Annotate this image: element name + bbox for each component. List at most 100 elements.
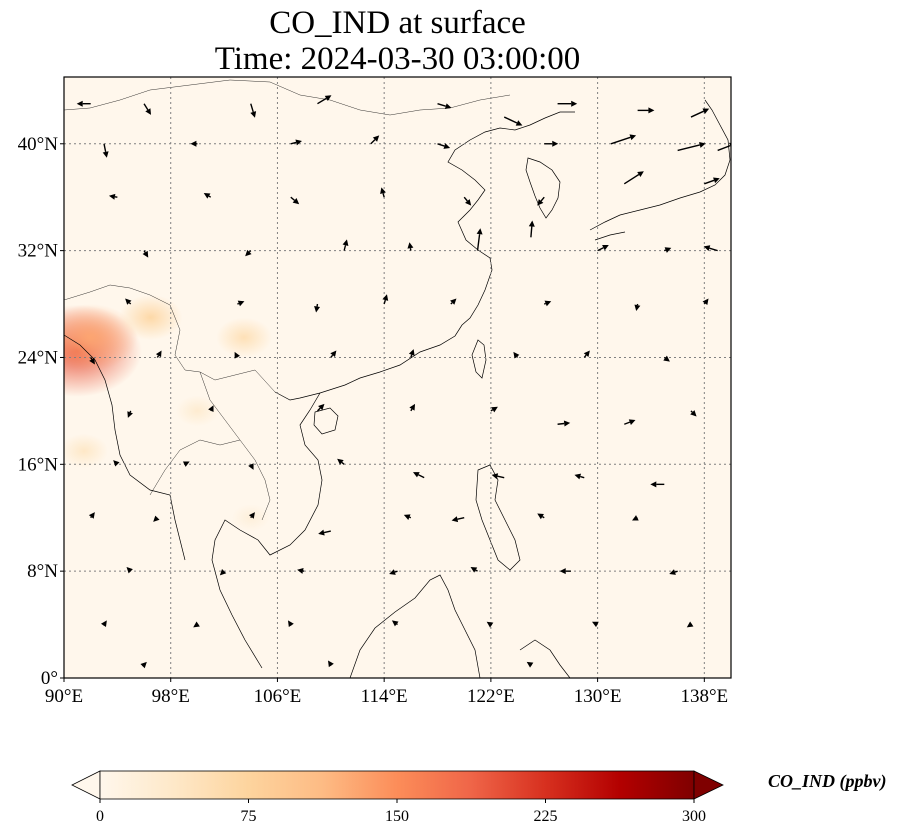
wind-arrow [314, 303, 321, 313]
colorbar-extend-max [693, 770, 724, 800]
y-axis-ticks: 0° 8°N 16°N 24°N 32°N 40°N [18, 134, 64, 689]
wind-arrow [537, 196, 545, 206]
coastline-hainan [313, 407, 339, 435]
map-background [64, 77, 731, 678]
wind-arrow [610, 134, 637, 145]
colorbar-tick-label: 0 [96, 808, 104, 825]
y-tick-label: 40°N [18, 134, 59, 155]
wind-arrow [703, 245, 718, 252]
wind-arrow [328, 660, 334, 668]
coastline-taiwan [471, 339, 487, 379]
coastline-korea [525, 157, 561, 219]
chart-subtitle: Time: 2024-03-30 03:00:00 [214, 41, 581, 77]
wind-arrow [342, 239, 349, 251]
wind-arrow [193, 621, 200, 628]
wind-arrow [690, 108, 710, 118]
coastline-indochina [211, 392, 323, 669]
wind-arrow [470, 566, 478, 573]
concentration-hotspot [216, 317, 272, 358]
x-tick-label: 130°E [574, 686, 622, 707]
wind-arrow [76, 100, 91, 107]
wind-arrow [140, 661, 147, 669]
wind-arrow [544, 140, 559, 147]
coastline-philippines [475, 464, 521, 571]
x-tick-label: 114°E [361, 686, 408, 707]
wind-arrow [89, 357, 95, 365]
wind-vectors [76, 95, 731, 669]
wind-arrow [248, 512, 255, 519]
concentration-hotspot [64, 433, 109, 469]
x-tick-label: 90°E [45, 686, 83, 707]
wind-arrow [391, 620, 399, 627]
wind-arrow [287, 620, 294, 628]
wind-arrow [574, 473, 585, 480]
colorbar-tick-label: 300 [682, 808, 706, 825]
colorbar: 0 75 150 225 300 CO_IND (ppbv) [71, 770, 887, 825]
wind-arrow [686, 621, 694, 628]
wind-arrow [623, 171, 644, 185]
wind-arrow [403, 514, 412, 520]
wind-arrow [409, 403, 416, 412]
colorbar-label: CO_IND (ppbv) [768, 771, 887, 792]
concentration-hotspot [64, 304, 138, 371]
wind-arrow [597, 245, 609, 252]
concentration-hotspot [119, 294, 183, 340]
wind-arrow [632, 515, 639, 521]
wind-arrow [408, 349, 415, 358]
wind-arrow [637, 107, 655, 114]
colorbar-extend-min [71, 770, 101, 800]
wind-arrow [316, 403, 325, 412]
colorbar-tick-label: 75 [241, 808, 257, 825]
wind-arrow [142, 250, 149, 258]
wind-arrow [557, 100, 578, 107]
wind-arrow [669, 569, 678, 575]
y-tick-label: 32°N [18, 241, 59, 262]
wind-arrow [219, 568, 227, 576]
wind-arrow [690, 410, 697, 417]
wind-arrow [290, 196, 300, 205]
wind-arrow [451, 516, 465, 523]
chart-title: CO_IND at surface [269, 5, 526, 41]
wind-arrow [583, 350, 590, 358]
wind-arrow [463, 196, 472, 206]
wind-arrow [245, 249, 252, 257]
x-tick-label: 122°E [467, 686, 515, 707]
wind-arrow [537, 513, 545, 520]
wind-arrow [125, 298, 132, 305]
coastline-sulawesi [519, 639, 571, 678]
map-frame [63, 76, 732, 679]
wind-arrow [290, 139, 302, 146]
wind-arrow [389, 569, 398, 575]
y-tick-label: 8°N [27, 561, 58, 582]
wind-arrow [203, 193, 212, 199]
coastline-japan [589, 99, 731, 241]
wind-arrow [190, 140, 198, 147]
wind-arrow [704, 177, 720, 185]
wind-arrow [557, 420, 571, 427]
colorbar-body [99, 770, 695, 800]
wind-arrow [382, 294, 389, 305]
wind-arrow [100, 620, 107, 628]
wind-arrow [88, 512, 95, 519]
wind-arrow [237, 300, 245, 307]
wind-arrow [702, 298, 709, 306]
wind-arrow [677, 142, 706, 152]
coastline-borneo [349, 574, 481, 678]
wind-arrow [476, 228, 483, 251]
wind-arrow [407, 242, 414, 251]
wind-arrow [182, 461, 190, 467]
wind-arrow [486, 621, 494, 628]
wind-arrow [624, 419, 636, 425]
wind-arrow [234, 351, 240, 359]
wind-arrow [559, 568, 571, 575]
wind-arrow [663, 355, 670, 362]
wind-arrow [380, 187, 386, 198]
wind-arrow [528, 220, 535, 238]
x-axis-ticks: 90°E 98°E 106°E 114°E 122°E 130°E 138°E [45, 678, 728, 707]
y-tick-label: 24°N [18, 347, 59, 368]
wind-arrow [370, 135, 380, 145]
concentration-hotspot [175, 395, 219, 427]
colorbar-tick-label: 225 [534, 808, 558, 825]
wind-arrow [650, 481, 665, 488]
